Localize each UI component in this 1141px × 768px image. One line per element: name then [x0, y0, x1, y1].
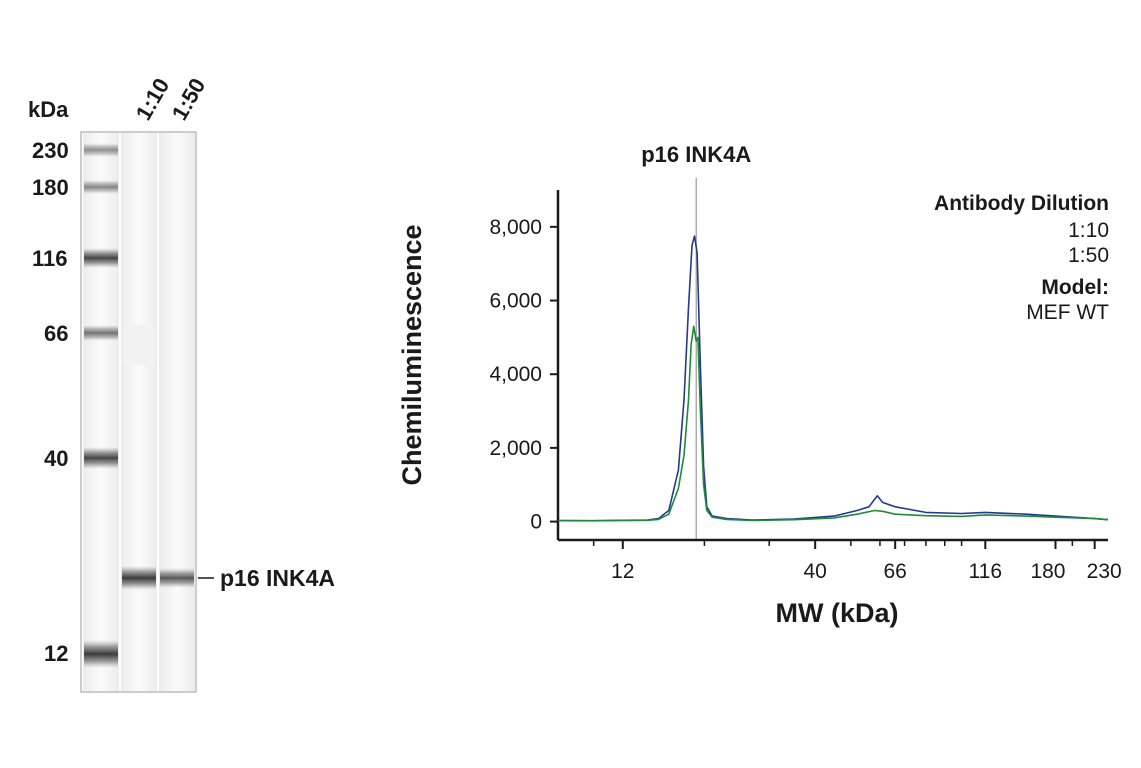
ladder-band-180 [84, 180, 118, 194]
ladder-band-230 [84, 143, 118, 157]
legend-model-value: MEF WT [1026, 301, 1109, 324]
ladder-band-12 [84, 640, 118, 668]
lane-1-smear [123, 325, 155, 365]
ladder-band-116 [84, 248, 118, 268]
ladder-band-40 [84, 447, 118, 469]
legend-title: Antibody Dilution [934, 192, 1109, 215]
x-tick-label: 12 [611, 560, 634, 583]
lane-2 [159, 133, 195, 691]
ticks-group: 0 2,000 4,000 6,000 8,000 12 40 66 116 180 230 [489, 216, 1121, 583]
y-tick-label: 8,000 [489, 216, 542, 239]
axes-group [556, 190, 1108, 542]
ladder-label-12: 12 [44, 641, 68, 666]
ladder-label-116: 116 [32, 246, 68, 271]
lane-ladder [83, 133, 119, 691]
blot-unit-label: kDa [28, 97, 69, 122]
annotation-group: p16 INK4A [641, 142, 751, 540]
y-tick-label: 2,000 [489, 437, 542, 460]
y-tick-label: 0 [530, 511, 542, 534]
annotation-label: p16 INK4A [641, 142, 751, 167]
x-tick-label: 66 [884, 560, 907, 583]
ladder-label-40: 40 [44, 446, 68, 471]
series-line-1 [557, 235, 1109, 522]
chart-panel: p16 INK4A 0 2,000 4,000 6,000 8,000 12 40 66 116… [397, 142, 1122, 628]
x-tick-label: 40 [803, 560, 826, 583]
legend-entry-1-10: 1:10 [1068, 219, 1109, 242]
ladder-label-180: 180 [32, 175, 69, 200]
y-axis-label: Chemiluminescence [397, 224, 427, 485]
series-group [557, 235, 1109, 522]
ladder-label-66: 66 [44, 321, 68, 346]
x-tick-label: 230 [1087, 560, 1122, 583]
ladder-band-66 [84, 325, 118, 341]
legend-model-title: Model: [1041, 276, 1109, 299]
x-tick-label: 180 [1030, 560, 1065, 583]
y-tick-label: 4,000 [489, 363, 542, 386]
lane-1 [121, 133, 157, 691]
lane-label-1: 1:10 [131, 74, 175, 125]
x-tick-label: 116 [969, 560, 1002, 583]
x-axis-label: MW (kDa) [776, 598, 899, 628]
ladder-label-230: 230 [32, 138, 69, 163]
legend-entry-1-50: 1:50 [1068, 244, 1109, 267]
legend: Antibody Dilution 1:10 1:50 Model: MEF W… [934, 192, 1109, 324]
series-line-2 [557, 325, 1109, 522]
band-label: p16 INK4A [220, 565, 335, 591]
y-tick-label: 6,000 [489, 290, 542, 313]
sample-band-1-50 [160, 568, 194, 588]
sample-band-1-10 [122, 566, 156, 590]
blot-panel: kDa 1:10 1:50 230 180 116 66 40 12 p16 I… [28, 74, 335, 693]
lane-label-2: 1:50 [167, 74, 211, 125]
